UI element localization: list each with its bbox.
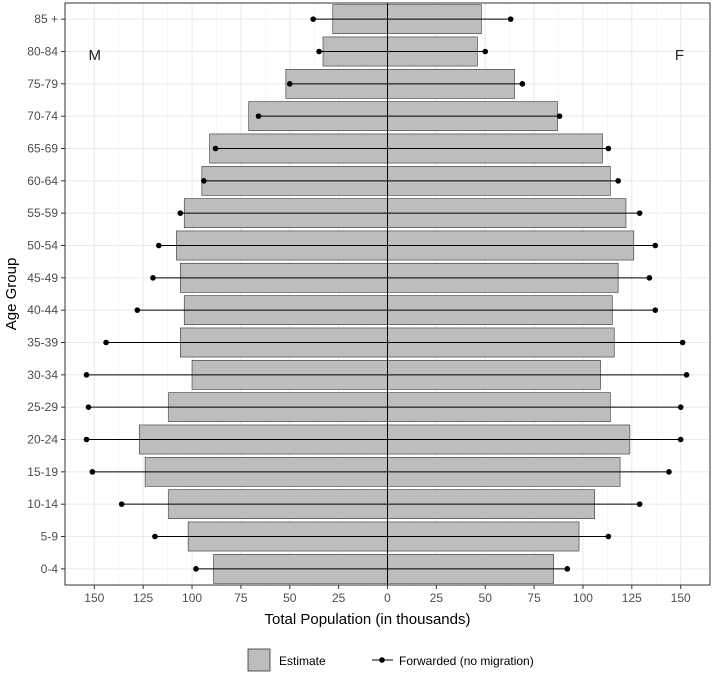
forwarded-lines-group: [83, 16, 690, 572]
x-tick-label: 75: [234, 591, 248, 605]
forwarded-point-male-55-59: [177, 210, 184, 216]
x-tick-label: 125: [622, 591, 642, 605]
annotation-male: M: [88, 47, 101, 64]
forwarded-point-female-20-24: [677, 436, 684, 443]
forwarded-point-male-50-54: [156, 242, 162, 249]
forwarded-point-female-55-59: [636, 210, 643, 216]
legend-key-estimate: [247, 648, 271, 672]
legend: Estimate Forwarded (no migration): [247, 648, 534, 672]
forwarded-point-female-10-14: [636, 501, 643, 507]
forwarded-point-female-70-74: [556, 113, 563, 119]
y-tick-label: 20-24: [27, 433, 58, 447]
x-tick-label: 150: [84, 591, 104, 605]
forwarded-point-male-15-19: [89, 469, 96, 475]
forwarded-point-male-5-9: [152, 533, 158, 540]
y-tick-label: 85 +: [34, 12, 58, 26]
x-tick-label: 75: [527, 591, 541, 605]
annotation-female: F: [675, 47, 684, 64]
forwarded-point-female-15-19: [666, 469, 672, 475]
y-tick-label: 30-34: [27, 368, 58, 382]
x-tick-label: 25: [430, 591, 444, 605]
forwarded-point-female-65-69: [605, 145, 612, 152]
y-tick-label: 15-19: [27, 465, 58, 479]
legend-label-estimate: Estimate: [279, 654, 326, 668]
x-tick-label: 0: [384, 591, 391, 605]
forwarded-point-female-35-39: [679, 339, 686, 346]
y-axis-label: Age Group: [3, 258, 20, 331]
y-tick-label: 80-84: [27, 45, 58, 59]
forwarded-point-female-60-64: [615, 178, 621, 184]
y-tick-label: 35-39: [27, 336, 58, 350]
forwarded-point-male-70-74: [255, 113, 262, 119]
x-tick-labels: 150 125 100 75 50 25 0 25 50 75 100 125 150: [84, 585, 691, 605]
forwarded-point-female-30-34: [683, 372, 690, 378]
forwarded-point-female-0-4: [564, 566, 571, 572]
forwarded-point-female-5-9: [605, 533, 612, 540]
y-tick-label: 55-59: [27, 206, 58, 220]
forwarded-point-female-80-84: [482, 48, 489, 55]
y-tick-label: 0-4: [41, 562, 59, 576]
forwarded-point-female-25-29: [677, 404, 684, 410]
x-tick-label: 125: [133, 591, 153, 605]
x-tick-label: 150: [671, 591, 691, 605]
y-tick-label: 60-64: [27, 174, 58, 188]
x-tick-label: 50: [479, 591, 493, 605]
forwarded-point-male-35-39: [103, 339, 109, 346]
forwarded-point-male-40-44: [134, 307, 141, 313]
y-tick-label: 5-9: [41, 530, 59, 544]
x-tick-label: 100: [182, 591, 202, 605]
forwarded-point-male-20-24: [83, 436, 90, 443]
forwarded-point-male-60-64: [200, 178, 207, 184]
forwarded-point-female-40-44: [652, 307, 659, 313]
forwarded-point-female-45-49: [646, 275, 653, 281]
y-tick-label: 75-79: [27, 77, 58, 91]
forwarded-point-male-30-34: [83, 372, 90, 378]
x-axis-label: Total Population (in thousands): [265, 611, 471, 628]
y-tick-label: 45-49: [27, 271, 58, 285]
y-tick-label: 40-44: [27, 303, 58, 317]
y-tick-label: 70-74: [27, 109, 58, 123]
forwarded-point-female-75-79: [519, 81, 526, 87]
bars-group: [138, 4, 635, 584]
y-tick-label: 10-14: [27, 497, 58, 511]
legend-label-forwarded: Forwarded (no migration): [399, 654, 534, 668]
y-tick-label: 25-29: [27, 400, 58, 414]
forwarded-point-male-80-84: [316, 48, 322, 55]
y-tick-label: 65-69: [27, 142, 58, 156]
forwarded-point-male-85 +: [310, 16, 317, 22]
legend-key-forwarded-dot: [379, 657, 385, 663]
forwarded-point-male-75-79: [286, 81, 293, 87]
forwarded-point-female-50-54: [652, 242, 659, 249]
forwarded-point-male-10-14: [118, 501, 125, 507]
forwarded-point-male-45-49: [150, 275, 156, 281]
x-tick-label: 50: [283, 591, 297, 605]
y-tick-labels: 0-4 5-9 10-14 15-19 20-24 25-29 30-34 35-39 40-4…: [27, 12, 65, 576]
x-tick-label: 100: [573, 591, 593, 605]
forwarded-point-female-85 +: [507, 16, 514, 22]
forwarded-point-male-25-29: [85, 404, 92, 410]
x-tick-label: 25: [332, 591, 346, 605]
y-tick-label: 50-54: [27, 239, 58, 253]
forwarded-point-male-65-69: [212, 145, 219, 152]
forwarded-point-male-0-4: [193, 566, 199, 572]
